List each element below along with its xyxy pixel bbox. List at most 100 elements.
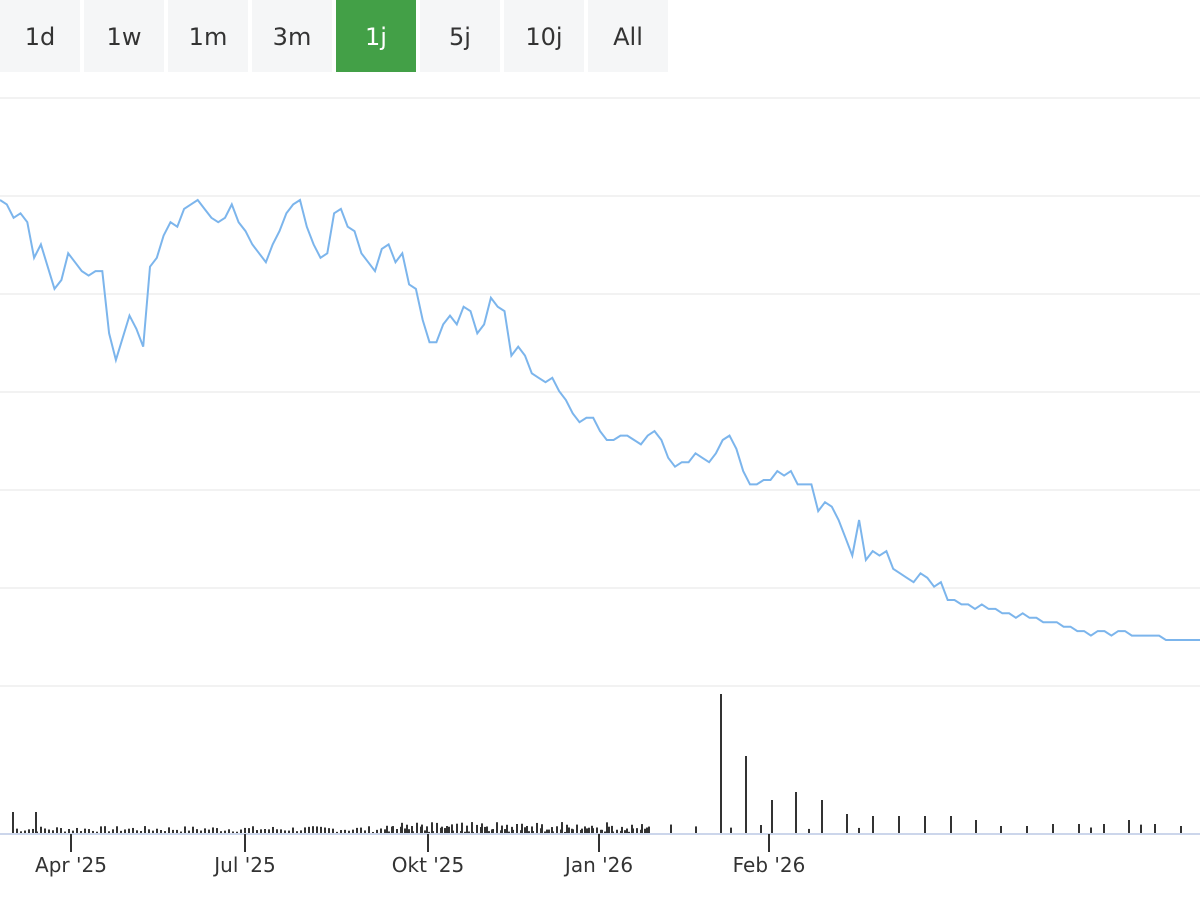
volume-series [12, 694, 1182, 834]
volume-bar [300, 830, 302, 834]
volume-bar [591, 825, 593, 834]
volume-bar [950, 816, 952, 834]
volume-bar [104, 826, 106, 834]
volume-bar [332, 828, 334, 834]
volume-bar [236, 831, 238, 834]
range-tab-all[interactable]: All [588, 0, 668, 72]
volume-bar [1026, 826, 1028, 834]
volume-bar [548, 829, 550, 834]
volume-bar [391, 826, 393, 834]
volume-bar [212, 827, 214, 834]
volume-bar [116, 826, 118, 834]
range-tab-5j[interactable]: 5j [420, 0, 500, 72]
volume-bar [304, 827, 306, 834]
price-line [0, 198, 1200, 641]
volume-bar [268, 829, 270, 834]
volume-bar [872, 816, 874, 834]
volume-bar [40, 826, 42, 834]
volume-bar [368, 826, 370, 834]
volume-bar [468, 831, 470, 834]
volume-bar [56, 827, 58, 834]
volume-bar [491, 829, 493, 834]
volume-bar [240, 829, 242, 834]
volume-bar [504, 829, 506, 834]
volume-bar [24, 830, 26, 834]
volume-bar [132, 827, 134, 834]
volume-bar [372, 831, 374, 834]
volume-bar [176, 829, 178, 834]
range-tab-1m[interactable]: 1m [168, 0, 248, 72]
volume-bar [428, 831, 430, 834]
volume-bar [571, 828, 573, 834]
volume-bar [260, 829, 262, 834]
range-tab-10j[interactable]: 10j [504, 0, 584, 72]
volume-bar [446, 826, 448, 834]
volume-bar [196, 829, 198, 834]
volume-bar [556, 826, 558, 834]
x-axis: Apr '25 Jul '25 Okt '25 Jan '26 Feb '26 [0, 833, 1200, 877]
range-tab-1w[interactable]: 1w [84, 0, 164, 72]
volume-bar [344, 829, 346, 834]
volume-bar [92, 830, 94, 834]
volume-bar [586, 828, 588, 834]
range-tab-1d[interactable]: 1d [0, 0, 80, 72]
volume-bar [481, 823, 483, 834]
volume-bar [100, 826, 102, 834]
volume-bar [188, 830, 190, 834]
volume-bar [451, 824, 453, 834]
volume-bar [120, 830, 122, 834]
range-tab-3m[interactable]: 3m [252, 0, 332, 72]
volume-bar [544, 831, 546, 834]
volume-bar [80, 831, 82, 834]
volume-bar [84, 828, 86, 834]
volume-bar [376, 829, 378, 834]
volume-bar [396, 829, 398, 834]
volume-bar [506, 824, 508, 834]
range-selector: 1d 1w 1m 3m 1j 5j 10j All [0, 0, 668, 72]
volume-bar [588, 827, 590, 834]
volume-bar [156, 828, 158, 834]
volume-bar [621, 826, 623, 834]
volume-bar [312, 826, 314, 834]
volume-bar [496, 822, 498, 834]
volume-bar [596, 827, 598, 834]
volume-bar [636, 828, 638, 834]
volume-bar [546, 829, 548, 834]
volume-bar [388, 831, 390, 834]
volume-bar [584, 826, 586, 834]
volume-bar [228, 829, 230, 834]
volume-bar [471, 822, 473, 834]
volume-bar [648, 826, 650, 834]
volume-bar [192, 826, 194, 834]
volume-bar [348, 830, 350, 834]
volume-bar [730, 827, 732, 834]
volume-bar [1103, 824, 1105, 834]
volume-bar [464, 831, 466, 834]
volume-bar [336, 831, 338, 834]
volume-bar [624, 830, 626, 834]
volume-bar [16, 828, 18, 834]
volume-bar [292, 827, 294, 834]
volume-bar [284, 830, 286, 834]
volume-bar [795, 792, 797, 834]
volume-bar [528, 831, 530, 834]
volume-bar [604, 831, 606, 834]
volume-bar [252, 826, 254, 834]
volume-bar [561, 822, 563, 834]
volume-bar [352, 829, 354, 834]
volume-bar [628, 831, 630, 834]
volume-bar [232, 831, 234, 834]
volume-bar [184, 826, 186, 834]
volume-bar [1052, 824, 1054, 834]
volume-bar [264, 829, 266, 834]
volume-bar [200, 830, 202, 834]
volume-bar [380, 828, 382, 834]
volume-bar [858, 827, 860, 834]
volume-bar [364, 830, 366, 834]
volume-bar [32, 828, 34, 834]
x-tick-label: Jan '26 [563, 853, 633, 877]
range-tab-1j[interactable]: 1j [336, 0, 416, 72]
volume-bar [501, 825, 503, 834]
volume-bar [60, 828, 62, 834]
